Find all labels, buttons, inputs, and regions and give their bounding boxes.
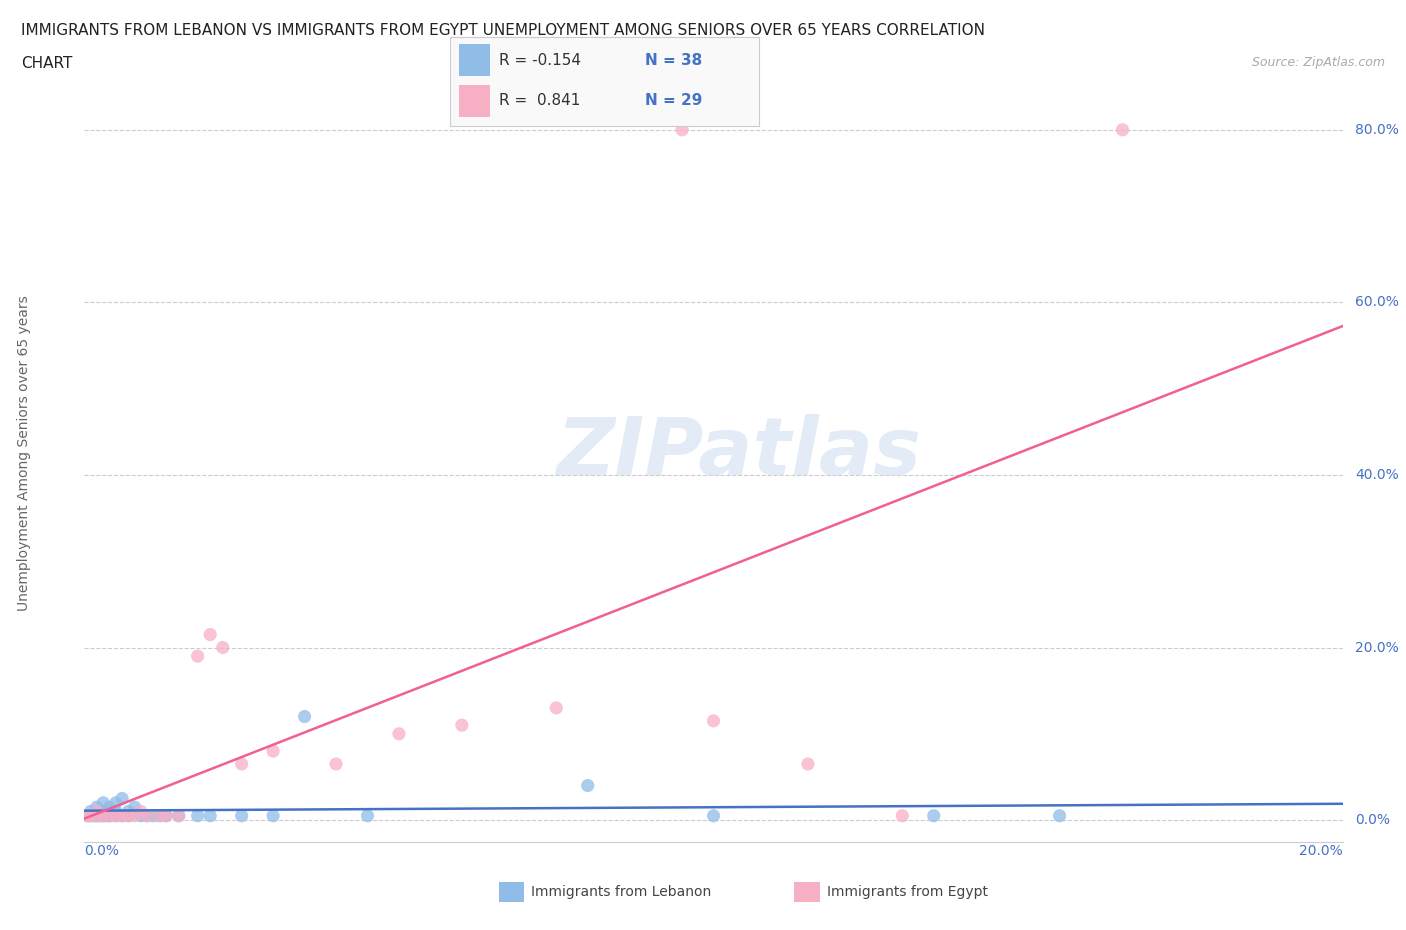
Point bbox=[98, 808, 121, 823]
Point bbox=[86, 800, 108, 815]
Point bbox=[262, 808, 284, 823]
Point bbox=[104, 808, 127, 823]
Point bbox=[155, 808, 177, 823]
Point bbox=[91, 808, 114, 823]
Text: N = 29: N = 29 bbox=[645, 93, 702, 108]
Point bbox=[129, 808, 152, 823]
Point bbox=[231, 808, 253, 823]
Point bbox=[231, 757, 253, 772]
Point bbox=[86, 808, 108, 823]
Point bbox=[262, 744, 284, 759]
Point bbox=[200, 627, 222, 642]
Point bbox=[155, 808, 177, 823]
Text: Immigrants from Lebanon: Immigrants from Lebanon bbox=[531, 884, 711, 899]
Point bbox=[576, 778, 599, 793]
Point bbox=[671, 123, 693, 138]
FancyBboxPatch shape bbox=[460, 85, 491, 117]
Point bbox=[703, 808, 725, 823]
Text: 20.0%: 20.0% bbox=[1299, 844, 1343, 858]
Point bbox=[96, 808, 118, 823]
Point bbox=[325, 757, 347, 772]
Point bbox=[149, 808, 172, 823]
FancyBboxPatch shape bbox=[460, 45, 491, 76]
Point bbox=[117, 804, 139, 819]
Point bbox=[546, 700, 568, 715]
Text: 60.0%: 60.0% bbox=[1355, 296, 1399, 310]
Point bbox=[91, 808, 114, 823]
Point bbox=[124, 808, 146, 823]
Point bbox=[79, 808, 101, 823]
Text: 20.0%: 20.0% bbox=[1355, 641, 1399, 655]
Point bbox=[891, 808, 914, 823]
Point bbox=[79, 804, 101, 819]
Point bbox=[797, 757, 820, 772]
Point bbox=[129, 804, 152, 819]
Point bbox=[167, 808, 190, 823]
Point bbox=[117, 808, 139, 823]
Text: ZIPatlas: ZIPatlas bbox=[557, 415, 921, 492]
Point bbox=[89, 808, 111, 823]
Text: IMMIGRANTS FROM LEBANON VS IMMIGRANTS FROM EGYPT UNEMPLOYMENT AMONG SENIORS OVER: IMMIGRANTS FROM LEBANON VS IMMIGRANTS FR… bbox=[21, 23, 986, 38]
Point bbox=[187, 808, 209, 823]
Point bbox=[76, 808, 98, 823]
Point bbox=[117, 808, 139, 823]
Text: N = 38: N = 38 bbox=[645, 53, 702, 68]
Point bbox=[98, 804, 121, 819]
Point bbox=[104, 804, 127, 819]
Text: 40.0%: 40.0% bbox=[1355, 468, 1399, 482]
Point bbox=[149, 808, 172, 823]
Point bbox=[187, 649, 209, 664]
Point bbox=[91, 804, 114, 819]
Point bbox=[86, 808, 108, 823]
Point bbox=[1111, 123, 1133, 138]
Point bbox=[294, 709, 316, 724]
Point bbox=[79, 808, 101, 823]
Text: Unemployment Among Seniors over 65 years: Unemployment Among Seniors over 65 years bbox=[17, 296, 31, 611]
Point bbox=[167, 808, 190, 823]
Point bbox=[211, 640, 233, 655]
Point bbox=[1049, 808, 1071, 823]
Text: Source: ZipAtlas.com: Source: ZipAtlas.com bbox=[1251, 56, 1385, 69]
Point bbox=[104, 795, 127, 810]
Text: 80.0%: 80.0% bbox=[1355, 123, 1399, 137]
Point bbox=[388, 726, 411, 741]
Point bbox=[703, 713, 725, 728]
Point bbox=[111, 791, 134, 806]
Point bbox=[98, 808, 121, 823]
Text: 0.0%: 0.0% bbox=[1355, 813, 1391, 827]
Point bbox=[111, 808, 134, 823]
Point bbox=[451, 718, 474, 733]
Text: R = -0.154: R = -0.154 bbox=[499, 53, 582, 68]
Point bbox=[136, 808, 159, 823]
Point bbox=[76, 808, 98, 823]
Point bbox=[91, 795, 114, 810]
Text: R =  0.841: R = 0.841 bbox=[499, 93, 581, 108]
Text: Immigrants from Egypt: Immigrants from Egypt bbox=[827, 884, 988, 899]
Text: CHART: CHART bbox=[21, 56, 73, 71]
Point bbox=[104, 808, 127, 823]
Point bbox=[922, 808, 945, 823]
Point bbox=[142, 808, 165, 823]
Point bbox=[200, 808, 222, 823]
Point bbox=[98, 800, 121, 815]
Point bbox=[111, 808, 134, 823]
Point bbox=[356, 808, 378, 823]
Point bbox=[136, 808, 159, 823]
Text: 0.0%: 0.0% bbox=[84, 844, 120, 858]
Point bbox=[83, 808, 105, 823]
Point bbox=[86, 804, 108, 819]
Point bbox=[124, 800, 146, 815]
